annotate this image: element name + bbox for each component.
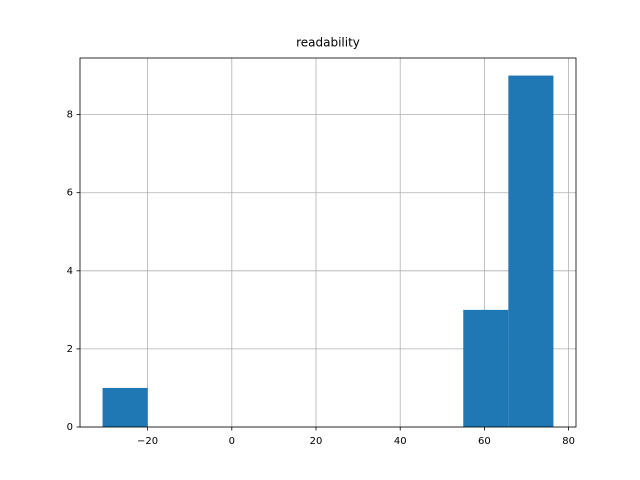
x-tick-label: 40 <box>394 436 407 447</box>
y-tick-label: 4 <box>67 266 73 277</box>
chart-title: readability <box>296 36 360 50</box>
bar <box>102 387 148 427</box>
x-tick-label: 0 <box>229 436 235 447</box>
y-tick-label: 6 <box>67 188 73 199</box>
bar <box>463 309 509 427</box>
x-tick-label: 20 <box>310 436 323 447</box>
y-tick-label: 2 <box>67 344 73 355</box>
x-tick-label: −20 <box>137 436 158 447</box>
x-tick-label: 80 <box>562 436 575 447</box>
axes-frame <box>79 57 577 428</box>
bar <box>508 75 554 428</box>
x-tick-label: 60 <box>478 436 491 447</box>
y-tick-label: 8 <box>67 110 73 121</box>
y-tick-label: 0 <box>67 422 73 433</box>
